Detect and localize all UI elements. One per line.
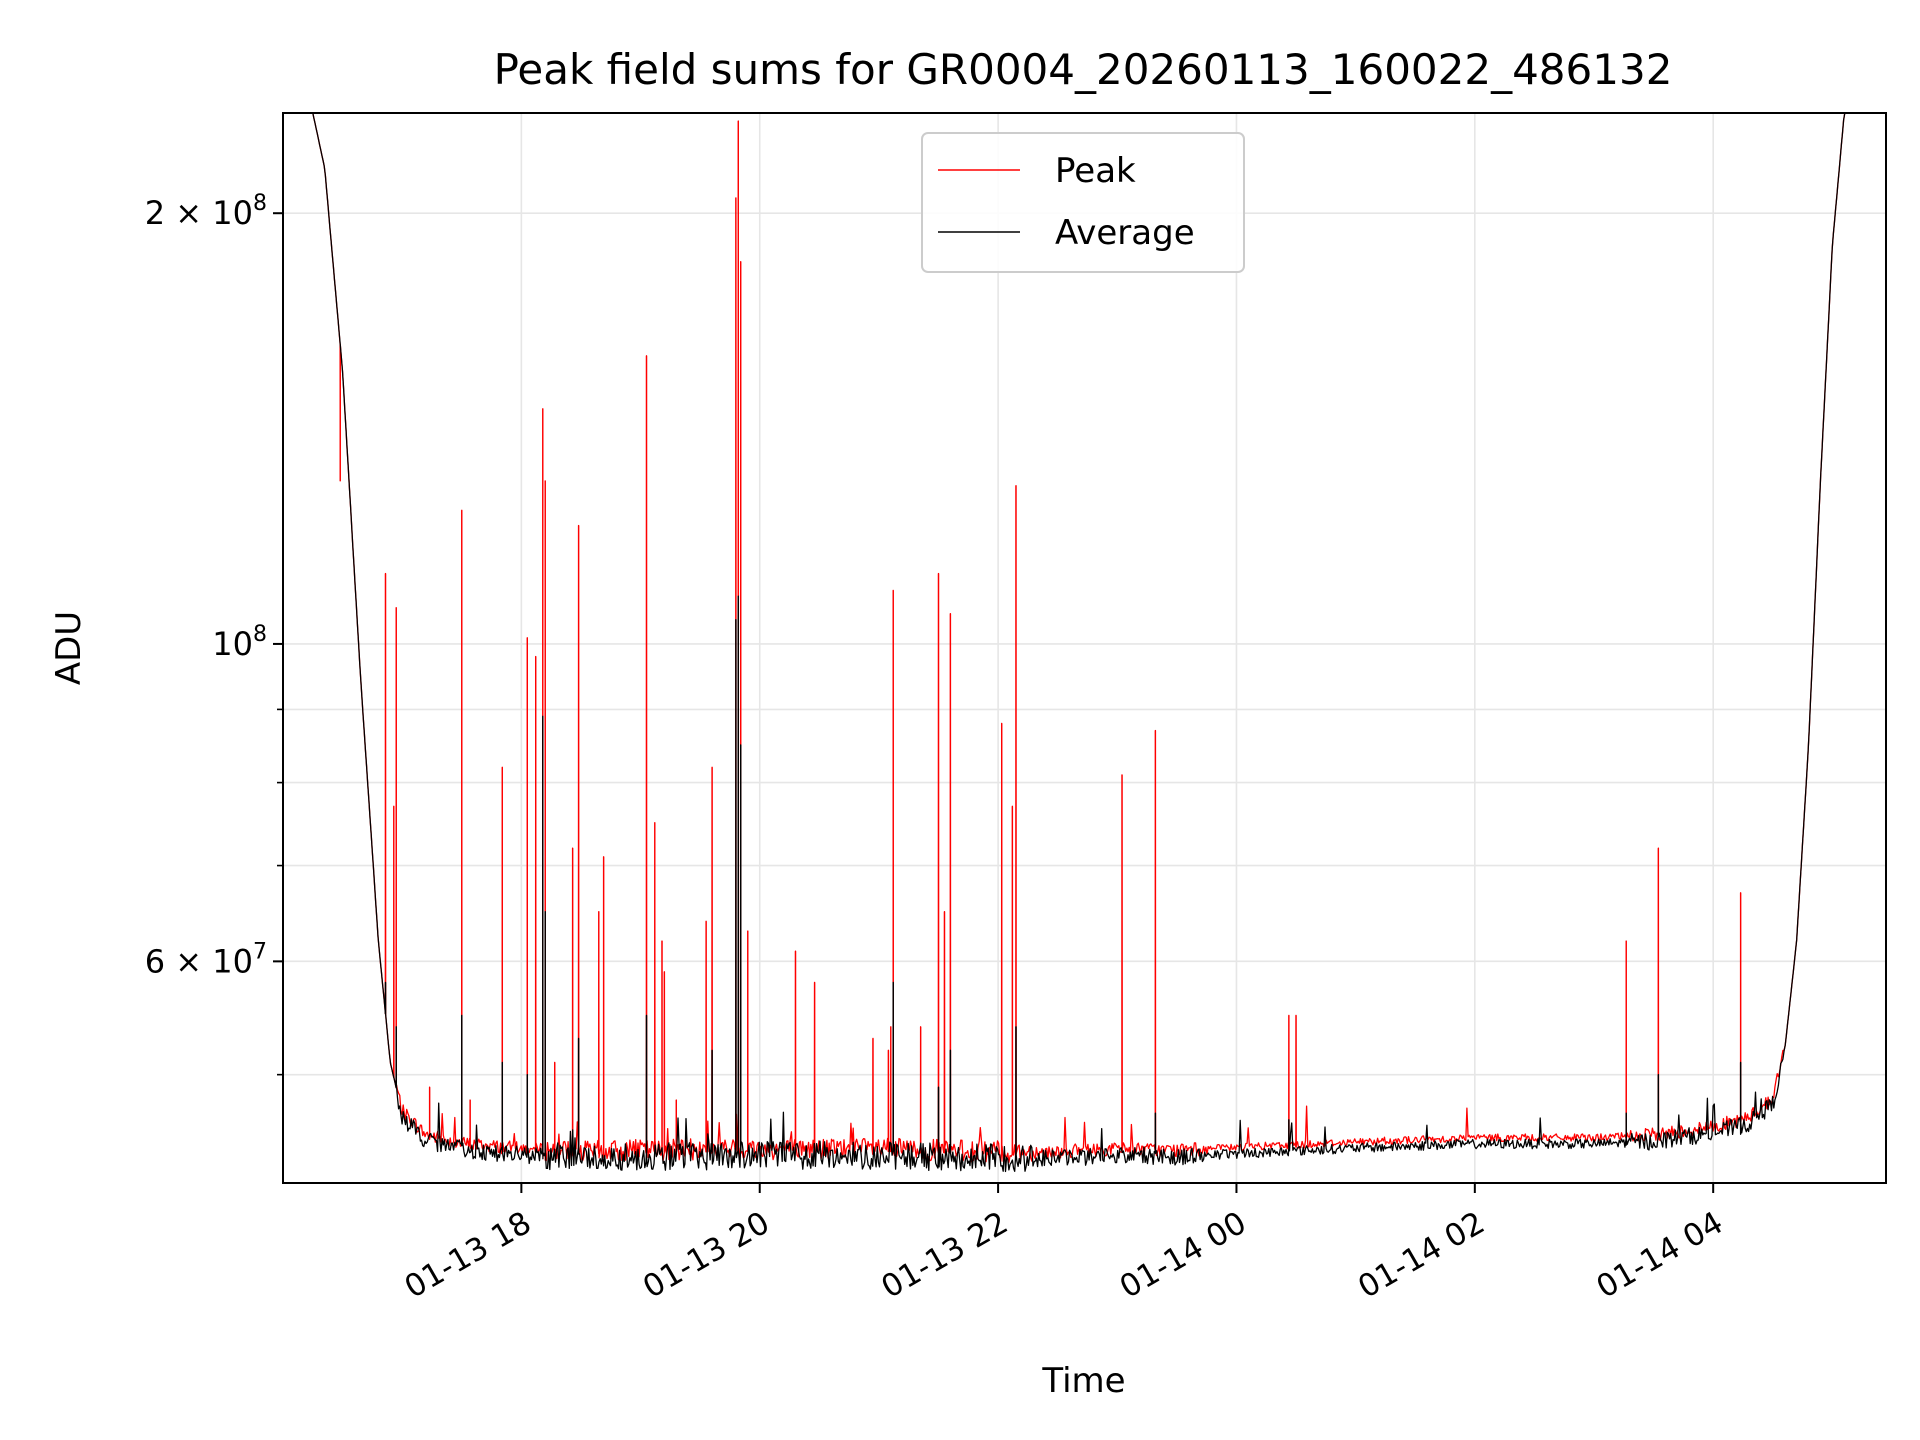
legend-label-peak: Peak: [1055, 151, 1136, 191]
y-tick-label: 6 × 107: [145, 939, 267, 980]
chart-title: Peak field sums for GR0004_20260113_1600…: [494, 45, 1673, 94]
x-axis-label: Time: [1041, 1361, 1125, 1401]
legend-label-average: Average: [1055, 213, 1195, 253]
legend-box: [921, 132, 1245, 273]
y-tick-label: 2 × 108: [145, 191, 267, 232]
series-layer: [283, 112, 1886, 1173]
plot-frame: [282, 112, 1887, 1184]
series-line-average: [283, 112, 1886, 1173]
y-axis-label: ADU: [49, 611, 89, 685]
legend: Peak Average: [921, 132, 1245, 273]
y-tick-label: 108: [212, 622, 267, 663]
gridlines: [283, 113, 1886, 1183]
